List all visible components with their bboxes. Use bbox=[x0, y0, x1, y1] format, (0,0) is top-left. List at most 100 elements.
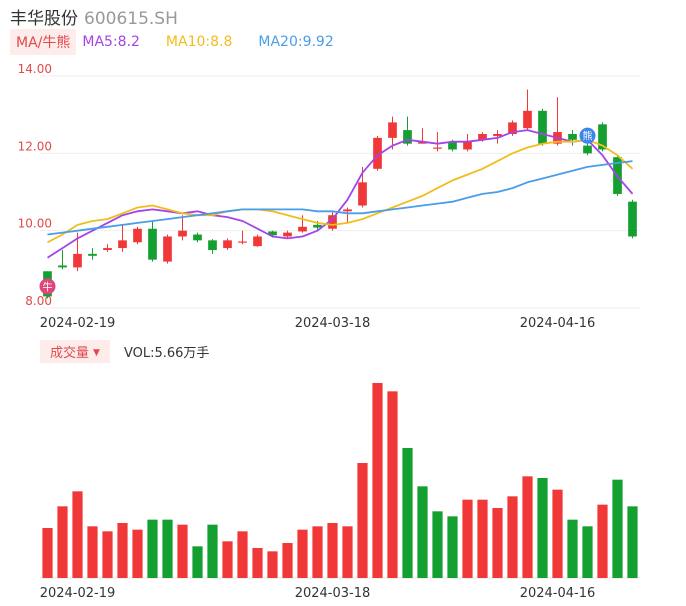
dropdown-arrow-icon: ▼ bbox=[93, 348, 100, 358]
candle-down bbox=[88, 248, 97, 260]
candle-up bbox=[508, 120, 517, 136]
candle-body bbox=[58, 265, 67, 268]
candle-up bbox=[133, 226, 142, 245]
candle-body bbox=[628, 201, 637, 237]
volume-bar bbox=[387, 391, 398, 578]
candle-body bbox=[298, 226, 307, 232]
candle-body bbox=[463, 141, 472, 150]
price-tick-label: 8.00 bbox=[25, 294, 52, 308]
candle-up bbox=[433, 132, 442, 152]
volume-bar bbox=[627, 506, 638, 578]
candle-body bbox=[328, 215, 337, 229]
volume-bar bbox=[72, 491, 83, 578]
price-tick-label: 12.00 bbox=[18, 139, 52, 153]
candle-up bbox=[178, 215, 187, 241]
date-tick-label: 2024-04-16 bbox=[520, 316, 596, 331]
candle-up bbox=[523, 89, 532, 131]
badge-circle bbox=[579, 127, 596, 144]
candle-body bbox=[88, 253, 97, 256]
volume-bar bbox=[612, 479, 623, 578]
ma5-legend: MA5:8.2 bbox=[82, 34, 140, 50]
volume-bar bbox=[342, 526, 353, 578]
volume-bar bbox=[282, 543, 293, 578]
volume-bar bbox=[402, 448, 413, 578]
volume-bar bbox=[222, 541, 233, 578]
volume-bar bbox=[252, 548, 263, 578]
candle-body bbox=[433, 147, 442, 149]
badge-glyph: 牛 bbox=[43, 280, 53, 293]
volume-bar bbox=[147, 519, 158, 578]
volume-bar bbox=[162, 519, 173, 578]
volume-bar bbox=[87, 526, 98, 578]
candle-body bbox=[178, 230, 187, 237]
candle-up bbox=[253, 234, 262, 247]
candle-body bbox=[523, 110, 532, 129]
candle-body bbox=[493, 134, 502, 136]
volume-bar bbox=[42, 528, 53, 578]
volume-bar bbox=[312, 526, 323, 578]
candle-down bbox=[583, 143, 592, 156]
volume-date-tick-label: 2024-02-19 bbox=[40, 586, 116, 601]
ma-legend: MA/牛熊 MA5:8.2 MA10:8.8 MA20:9.92 bbox=[10, 29, 360, 55]
volume-bar bbox=[447, 516, 458, 578]
candle-down bbox=[193, 232, 202, 243]
candle-up bbox=[283, 230, 292, 239]
candle-body bbox=[448, 141, 457, 150]
volume-bar bbox=[492, 508, 503, 578]
stock-code: 600615.SH bbox=[84, 9, 178, 29]
candle-body bbox=[598, 124, 607, 150]
candle-down bbox=[538, 108, 547, 146]
volume-indicator-selector[interactable]: 成交量 ▼ bbox=[40, 339, 110, 363]
candle-up bbox=[238, 230, 247, 245]
candle-body bbox=[568, 134, 577, 140]
volume-bar bbox=[537, 478, 548, 578]
stock-title: 丰华股份 600615.SH bbox=[10, 4, 178, 29]
volume-bar bbox=[237, 531, 248, 578]
candle-up bbox=[388, 116, 397, 150]
candle-body bbox=[313, 224, 322, 228]
volume-bar bbox=[297, 529, 308, 578]
volume-legend: 成交量 ▼ VOL:5.66万手 bbox=[40, 339, 209, 363]
candle-body bbox=[418, 141, 427, 144]
volume-bar bbox=[552, 489, 563, 578]
candle-up bbox=[163, 234, 172, 264]
date-tick-label: 2024-03-18 bbox=[295, 316, 371, 331]
ma20-line bbox=[47, 160, 633, 236]
candle-body bbox=[118, 240, 127, 249]
stock-name: 丰华股份 bbox=[10, 9, 78, 29]
candle-body bbox=[223, 240, 232, 249]
candle-up bbox=[118, 224, 127, 252]
candle-body bbox=[73, 253, 82, 268]
candle-body bbox=[478, 134, 487, 140]
volume-bar bbox=[357, 463, 368, 578]
candle-down bbox=[628, 199, 637, 239]
candle-body bbox=[148, 228, 157, 260]
candle-body bbox=[208, 240, 217, 250]
candle-up bbox=[298, 215, 307, 233]
price-tick-label: 10.00 bbox=[18, 217, 52, 231]
volume-bar bbox=[102, 531, 113, 578]
candle-body bbox=[133, 228, 142, 243]
volume-bar bbox=[522, 476, 533, 578]
volume-bar bbox=[57, 506, 68, 578]
candle-up bbox=[343, 207, 352, 223]
candle-down bbox=[58, 250, 67, 270]
volume-bar bbox=[192, 546, 203, 578]
date-tick-label: 2024-02-19 bbox=[40, 316, 116, 331]
candle-body bbox=[343, 209, 352, 212]
niu-bull-badge-icon: 牛 bbox=[39, 278, 56, 295]
volume-bar bbox=[477, 499, 488, 578]
volume-bar bbox=[177, 524, 188, 578]
volume-date-tick-label: 2024-03-18 bbox=[295, 586, 371, 601]
volume-bar bbox=[207, 524, 218, 578]
candle-body bbox=[583, 145, 592, 154]
badge-glyph: 熊 bbox=[583, 130, 593, 143]
candle-body bbox=[268, 231, 277, 236]
candle-body bbox=[388, 122, 397, 138]
ma5-line bbox=[47, 129, 634, 259]
ma10-line bbox=[47, 138, 634, 244]
ma-indicator-selector[interactable]: MA/牛熊 bbox=[10, 29, 77, 55]
ma20-legend: MA20:9.92 bbox=[258, 34, 334, 50]
volume-bar bbox=[132, 529, 143, 578]
